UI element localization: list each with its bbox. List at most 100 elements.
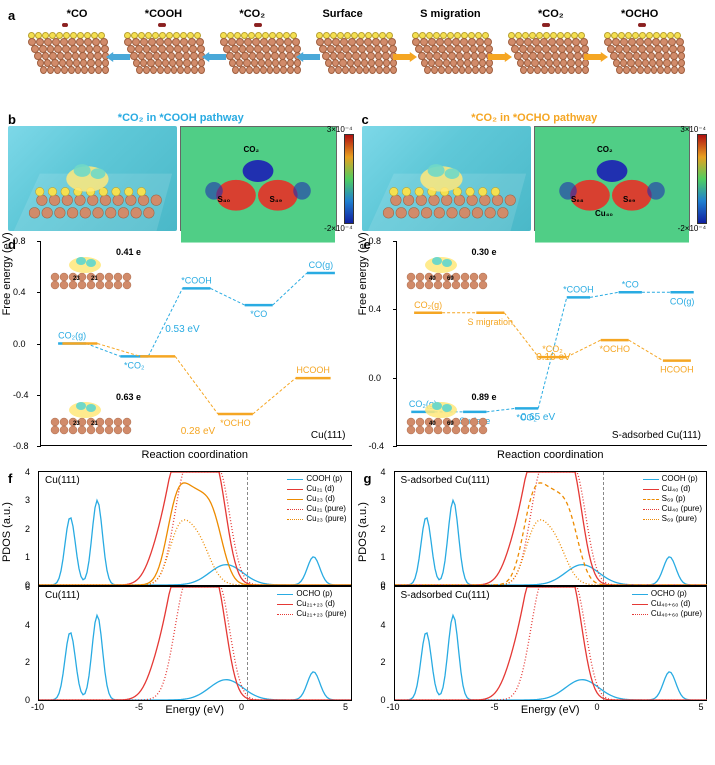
panel-c-label: c xyxy=(362,112,369,127)
lattice xyxy=(124,32,204,74)
y-tick: 0.0 xyxy=(369,373,382,383)
barrier-label: 0.65 eV xyxy=(521,412,555,423)
surface-label: Cu(111) xyxy=(311,430,346,441)
panel-a-state-label: *CO xyxy=(67,8,88,20)
panel-b-density-3d xyxy=(8,126,177,231)
svg-text:*CO₂: *CO₂ xyxy=(124,360,145,370)
adsorbate xyxy=(639,18,645,30)
svg-text:40: 40 xyxy=(429,421,436,427)
lattice xyxy=(220,32,300,74)
y-tick: -0.8 xyxy=(13,441,29,451)
density-label: CO₂ xyxy=(597,145,613,154)
panel-d: d Free energy (eV) -0.8-0.40.00.40.8CO₂(… xyxy=(8,241,352,461)
x-tick: -5 xyxy=(491,702,499,712)
adsorbate xyxy=(255,18,261,30)
svg-text:*COOH: *COOH xyxy=(563,284,594,294)
panel-a-state-label: *CO₂ xyxy=(239,8,265,20)
svg-text:69: 69 xyxy=(447,276,454,282)
y-tick: 6 xyxy=(381,582,386,592)
panel-e-ylabel: Free energy (eV) xyxy=(357,232,369,315)
density-label: S₄₉ xyxy=(269,195,282,204)
charge-label: 0.63 e xyxy=(116,392,141,402)
y-tick: 0.0 xyxy=(13,339,26,349)
y-tick: 1 xyxy=(381,552,386,562)
y-tick: 0 xyxy=(381,695,386,705)
y-tick: 1 xyxy=(25,552,30,562)
panel-g: g PDOS (a.u.) S-adsorbed Cu(111)01234COO… xyxy=(364,471,708,716)
inset-structure: 40 690.30 e xyxy=(403,249,491,291)
lattice xyxy=(508,32,588,74)
svg-text:23: 23 xyxy=(73,276,80,282)
lattice xyxy=(604,32,684,74)
panel-c: c *CO₂ in *OCHO pathway CO₂S₆₈S₆₉Cu₄₀ 3×… xyxy=(362,112,708,231)
adsorbate xyxy=(159,18,165,30)
panel-a-state-label: Surface xyxy=(322,8,362,20)
y-tick: -0.4 xyxy=(13,390,29,400)
svg-text:69: 69 xyxy=(447,421,454,427)
panel-a: a *CO*COOH*CO₂SurfaceS migration*CO₂*OCH… xyxy=(8,8,707,108)
svg-text:CO(g): CO(g) xyxy=(309,260,334,270)
panel-f: f PDOS (a.u.) Cu(111)01234COOH (p)Cu₂₁ (… xyxy=(8,471,352,716)
panel-b: b *CO₂ in *COOH pathway CO₂S₄₀S₄₉ 3×10⁻⁴… xyxy=(8,112,354,231)
panel-f-xlabel: Energy (eV) xyxy=(38,704,352,716)
panel-de-row: d Free energy (eV) -0.8-0.40.00.40.8CO₂(… xyxy=(8,241,707,461)
svg-text:CO₂(g): CO₂(g) xyxy=(414,300,442,310)
barrier-label: 0.28 eV xyxy=(181,426,215,437)
panel-d-ylabel: Free energy (eV) xyxy=(1,232,13,315)
svg-text:21: 21 xyxy=(91,421,98,427)
cb-bot: -2×10⁻⁴ xyxy=(324,224,352,233)
y-tick: 0.4 xyxy=(369,304,382,314)
x-tick: 0 xyxy=(595,702,600,712)
svg-text:CO(g): CO(g) xyxy=(669,296,694,306)
svg-text:S migration: S migration xyxy=(467,317,513,327)
cb-top: 3×10⁻⁴ xyxy=(327,125,353,134)
density-label: CO₂ xyxy=(243,145,259,154)
x-tick: 5 xyxy=(699,702,704,712)
panel-b-images: CO₂S₄₀S₄₉ 3×10⁻⁴ -2×10⁻⁴ xyxy=(8,126,354,231)
y-tick: 0.8 xyxy=(13,236,26,246)
panel-f-bot: Cu(111)0246-10-505OCHO (p)Cu₂₁₊₂₃ (d)Cu₂… xyxy=(38,586,352,701)
pdos-ylabel: PDOS (a.u.) xyxy=(357,502,369,562)
lattice xyxy=(316,32,396,74)
density-label: S₆₈ xyxy=(571,195,584,204)
pdos-ylabel: PDOS (a.u.) xyxy=(1,502,13,562)
charge-label: 0.89 e xyxy=(471,392,496,402)
svg-text:*OCHO: *OCHO xyxy=(599,344,630,354)
y-tick: -0.4 xyxy=(369,441,385,451)
panel-f-top: Cu(111)01234COOH (p)Cu₂₁ (d)Cu₂₃ (d)Cu₂₁… xyxy=(38,471,352,586)
inset-structure: 40 690.89 e xyxy=(403,394,491,436)
panel-c-colorbar: 3×10⁻⁴ -2×10⁻⁴ xyxy=(697,134,707,224)
y-tick: 2 xyxy=(381,524,386,534)
lattice xyxy=(28,32,108,74)
y-tick: 3 xyxy=(381,495,386,505)
y-tick: 0 xyxy=(25,695,30,705)
panel-b-title: *CO₂ in *COOH pathway xyxy=(8,112,354,124)
adsorbate xyxy=(63,18,67,30)
panel-a-state-labels: *CO*COOH*CO₂SurfaceS migration*CO₂*OCHO xyxy=(8,8,707,24)
x-tick: 5 xyxy=(343,702,348,712)
adsorbate xyxy=(543,18,549,30)
panel-e: e Free energy (eV) -0.40.00.40.8CO₂(g)Su… xyxy=(364,241,708,461)
panel-c-images: CO₂ S₆₈ S₆₉ Cu₄₀ 3×10⁻⁴ -2×10⁻⁴ xyxy=(362,126,708,231)
charge-label: 0.30 e xyxy=(471,247,496,257)
panel-e-xlabel: Reaction coordination xyxy=(394,449,708,461)
y-tick: 2 xyxy=(381,657,386,667)
barrier-label: 0.10 eV xyxy=(536,352,570,363)
figure-root: a *CO *COOH *CO₂ Surface S migration *CO₂ *OCH… xyxy=(0,0,715,724)
y-tick: 4 xyxy=(381,467,386,477)
panel-b-density-2d: CO₂S₄₀S₄₉ xyxy=(180,126,336,231)
panel-a-state-label: *CO₂ xyxy=(538,8,564,20)
y-tick: 2 xyxy=(25,524,30,534)
density-label: Cu₄₀ xyxy=(595,209,613,218)
svg-text:40: 40 xyxy=(429,276,436,282)
panel-d-xlabel: Reaction coordination xyxy=(38,449,352,461)
density-label: S₆₉ xyxy=(623,195,636,204)
panel-a-label: a xyxy=(8,8,15,23)
panel-a-state-label: S migration xyxy=(420,8,481,20)
svg-text:23: 23 xyxy=(73,421,80,427)
y-tick: 4 xyxy=(381,620,386,630)
y-tick: 4 xyxy=(25,467,30,477)
panel-a-diagram xyxy=(28,24,707,94)
panel-fg-row: f PDOS (a.u.) Cu(111)01234COOH (p)Cu₂₁ (… xyxy=(8,471,707,716)
cb-top: 3×10⁻⁴ xyxy=(680,125,706,134)
